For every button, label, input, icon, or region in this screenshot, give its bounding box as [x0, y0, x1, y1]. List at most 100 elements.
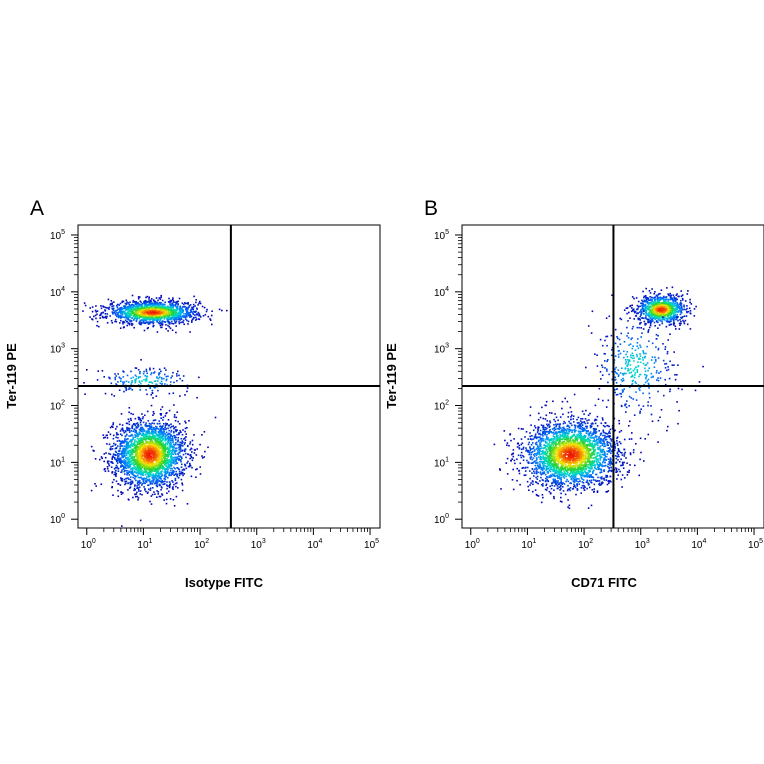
- event-dot: [114, 378, 117, 381]
- event-dot: [187, 465, 190, 468]
- event-dot: [155, 478, 158, 480]
- event-dot: [112, 494, 114, 496]
- event-dot: [193, 452, 196, 454]
- event-dot: [143, 430, 145, 433]
- event-dot: [167, 301, 170, 303]
- event-dot: [166, 492, 168, 494]
- event-dot: [538, 412, 540, 415]
- event-dot: [112, 307, 115, 310]
- event-dot: [108, 463, 110, 465]
- event-dot: [126, 441, 128, 443]
- event-dot: [166, 314, 169, 316]
- event-dot: [112, 437, 115, 440]
- panel-label: B: [424, 197, 438, 220]
- event-dot: [145, 310, 147, 312]
- event-dot: [154, 437, 156, 440]
- event-dot: [156, 496, 158, 498]
- event-dot: [148, 427, 151, 430]
- event-dot: [140, 359, 142, 361]
- event-dot: [146, 478, 149, 481]
- event-dot: [147, 323, 150, 325]
- event-dot: [169, 435, 172, 437]
- event-dot: [179, 319, 181, 321]
- event-dot: [593, 483, 596, 486]
- event-dot: [167, 306, 169, 309]
- event-dot: [150, 426, 153, 429]
- event-dot: [118, 389, 121, 391]
- event-dot: [149, 481, 152, 484]
- event-dot: [132, 496, 134, 499]
- event-dot: [187, 460, 189, 463]
- event-dot: [617, 454, 620, 456]
- event-dot: [151, 389, 154, 392]
- event-dot: [168, 451, 170, 454]
- event-dot: [105, 317, 108, 319]
- event-dot: [108, 308, 110, 310]
- event-dot: [160, 481, 163, 484]
- event-dot: [532, 438, 535, 440]
- event-dot: [137, 310, 140, 313]
- event-dot: [191, 311, 193, 313]
- event-dot: [603, 470, 605, 473]
- event-dot: [131, 324, 133, 326]
- event-dot: [189, 314, 192, 316]
- event-dot: [170, 454, 173, 457]
- event-dot: [192, 310, 195, 313]
- event-dot: [190, 475, 193, 478]
- event-dot: [137, 447, 140, 449]
- event-dot: [581, 470, 584, 472]
- event-dot: [128, 420, 130, 423]
- event-dot: [131, 471, 134, 473]
- event-dot: [161, 454, 163, 457]
- event-dot: [160, 486, 163, 488]
- event-dot: [196, 313, 198, 316]
- event-dot: [549, 429, 551, 431]
- event-dot: [149, 381, 151, 383]
- event-dot: [139, 464, 141, 466]
- event-dot: [111, 302, 113, 304]
- event-dot: [136, 495, 139, 498]
- event-dot: [137, 376, 140, 378]
- event-dot: [161, 324, 164, 326]
- event-dot: [166, 484, 168, 486]
- event-dot: [135, 495, 137, 498]
- event-dot: [154, 451, 157, 453]
- event-dot: [169, 305, 172, 307]
- event-dot: [117, 483, 120, 485]
- event-dot: [116, 457, 119, 460]
- event-dot: [145, 299, 147, 302]
- event-dot: [128, 411, 130, 414]
- event-dot: [160, 446, 163, 449]
- event-dot: [122, 456, 124, 459]
- event-dot: [142, 444, 144, 447]
- event-dot: [159, 428, 162, 430]
- event-dot: [135, 425, 138, 428]
- event-dot: [188, 465, 191, 468]
- event-dot: [130, 412, 132, 415]
- event-dot: [179, 377, 181, 380]
- event-dot: [121, 308, 123, 310]
- event-dot: [161, 460, 164, 462]
- event-dot: [104, 306, 107, 309]
- event-dot: [125, 314, 127, 317]
- event-dot: [150, 372, 153, 374]
- event-dot: [195, 318, 198, 320]
- event-dot: [158, 442, 161, 445]
- event-dot: [187, 320, 190, 323]
- event-dot: [152, 397, 154, 399]
- event-dot: [137, 434, 139, 437]
- event-dot: [176, 457, 178, 460]
- event-dot: [145, 466, 147, 468]
- event-dot: [136, 454, 138, 457]
- event-dot: [122, 465, 125, 467]
- event-dot: [587, 466, 589, 469]
- event-dot: [127, 314, 130, 317]
- event-dot: [168, 325, 171, 328]
- event-dot: [132, 438, 134, 441]
- event-dot: [133, 465, 136, 467]
- event-dot: [179, 445, 181, 448]
- event-dot: [164, 469, 166, 471]
- event-dot: [117, 315, 120, 317]
- event-dot: [175, 449, 178, 452]
